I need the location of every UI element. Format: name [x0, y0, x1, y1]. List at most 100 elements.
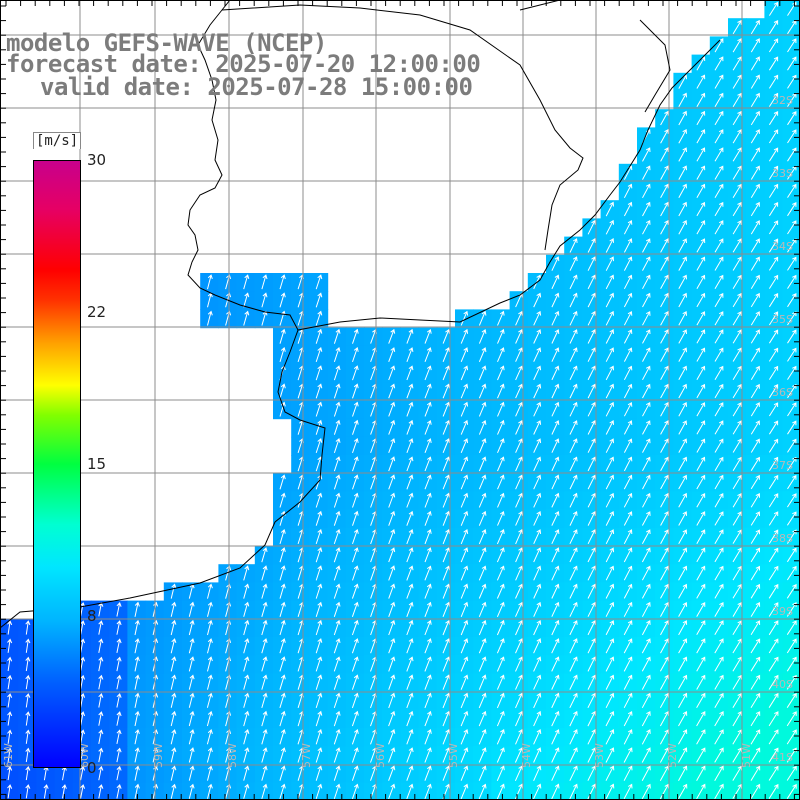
- wind-arrow: [388, 783, 396, 800]
- wind-arrow: [623, 201, 633, 217]
- wind-arrow: [261, 310, 268, 326]
- wind-arrow: [80, 638, 86, 653]
- wind-arrow: [642, 256, 651, 271]
- wind-arrow: [533, 692, 542, 709]
- wind-arrow: [333, 656, 341, 672]
- wind-arrow: [551, 329, 560, 344]
- wind-arrow: [206, 710, 213, 727]
- wind-arrow: [551, 420, 560, 435]
- wind-arrow: [551, 674, 560, 690]
- wind-arrow: [80, 656, 86, 672]
- wind-arrow: [732, 710, 742, 727]
- wind-arrow: [243, 710, 250, 727]
- wind-arrow: [642, 347, 651, 362]
- wind-arrow: [98, 620, 104, 635]
- wind-arrow: [188, 692, 195, 708]
- wind-arrow: [424, 619, 432, 636]
- wind-arrow: [714, 365, 724, 380]
- wind-arrow: [768, 493, 779, 508]
- wind-arrow: [279, 783, 286, 800]
- wind-arrow: [642, 165, 651, 180]
- wind-arrow: [442, 710, 450, 727]
- wind-arrow: [352, 492, 359, 508]
- wind-arrow: [678, 219, 687, 235]
- wind-arrow: [388, 729, 396, 745]
- wind-arrow: [551, 401, 560, 417]
- wind-arrow: [696, 511, 706, 526]
- wind-arrow: [279, 638, 286, 654]
- wind-arrow: [696, 602, 706, 617]
- wind-arrow: [533, 765, 542, 782]
- wind-arrow: [424, 383, 432, 399]
- wind-arrow: [243, 656, 250, 672]
- wind-arrow: [641, 656, 651, 672]
- wind-arrow: [768, 38, 779, 53]
- wind-arrow: [587, 492, 596, 508]
- wind-arrow: [442, 692, 450, 709]
- wind-arrow: [442, 765, 450, 781]
- wind-arrow: [642, 420, 651, 435]
- latitude-labels: 32S 33S 34S 35S 36S 37S 38S 39S 40S 41S: [772, 94, 793, 764]
- wind-arrow: [678, 511, 687, 526]
- wind-arrow: [442, 747, 450, 763]
- wind-arrow: [587, 219, 596, 235]
- wind-arrow: [533, 492, 542, 508]
- wind-arrow: [351, 692, 359, 709]
- wind-arrow: [714, 129, 724, 144]
- wind-arrow: [641, 765, 651, 781]
- wind-arrow: [533, 783, 542, 800]
- wind-arrow: [424, 656, 432, 672]
- wind-arrow: [768, 147, 779, 162]
- wind-arrow: [750, 19, 760, 35]
- wind-arrow: [787, 329, 797, 344]
- wind-arrow: [732, 238, 742, 253]
- wind-arrow: [750, 547, 760, 563]
- wind-arrow: [279, 274, 286, 290]
- wind-arrow: [116, 656, 122, 672]
- wind-arrow: [677, 783, 688, 800]
- wind-arrow: [460, 474, 469, 490]
- wind-arrow: [533, 292, 542, 308]
- wind-arrow: [442, 565, 450, 581]
- wind-arrow: [551, 456, 560, 472]
- wind-arrow: [279, 347, 286, 363]
- wind-arrow: [478, 601, 487, 617]
- wind-arrow: [768, 711, 779, 727]
- wind-arrow: [261, 601, 268, 617]
- wind-arrow: [569, 474, 578, 490]
- wind-arrow: [352, 529, 359, 545]
- wind-arrow: [623, 729, 633, 745]
- wind-arrow: [496, 565, 505, 581]
- wind-arrow: [732, 311, 742, 326]
- wind-arrow: [696, 692, 706, 709]
- longitude-label: 53W: [593, 743, 606, 768]
- wind-arrow: [787, 147, 797, 162]
- wind-arrow: [623, 292, 633, 308]
- wind-arrow: [279, 656, 286, 672]
- wind-arrow: [460, 729, 469, 745]
- wind-arrow: [424, 438, 432, 453]
- wind-arrow: [623, 492, 633, 508]
- latitude-label: 41S: [772, 751, 793, 764]
- wind-arrow: [424, 328, 432, 344]
- wind-arrow: [116, 674, 122, 690]
- wind-arrow: [388, 474, 396, 490]
- wind-arrow: [315, 547, 323, 563]
- wind-arrow: [768, 674, 779, 690]
- wind-arrow: [533, 547, 542, 563]
- wind-arrow: [696, 110, 706, 126]
- wind-arrow: [678, 165, 687, 180]
- wind-arrow: [642, 401, 651, 417]
- wind-arrow: [768, 202, 779, 217]
- wind-arrow: [406, 547, 414, 563]
- colorbar-tick-label: 15: [87, 455, 107, 473]
- wind-arrow: [188, 765, 195, 781]
- wind-arrow: [787, 202, 797, 217]
- wind-arrow: [352, 456, 359, 472]
- wind-arrow: [750, 110, 760, 126]
- wind-arrow: [660, 128, 669, 144]
- wind-arrow: [497, 365, 505, 381]
- wind-arrow: [478, 692, 487, 709]
